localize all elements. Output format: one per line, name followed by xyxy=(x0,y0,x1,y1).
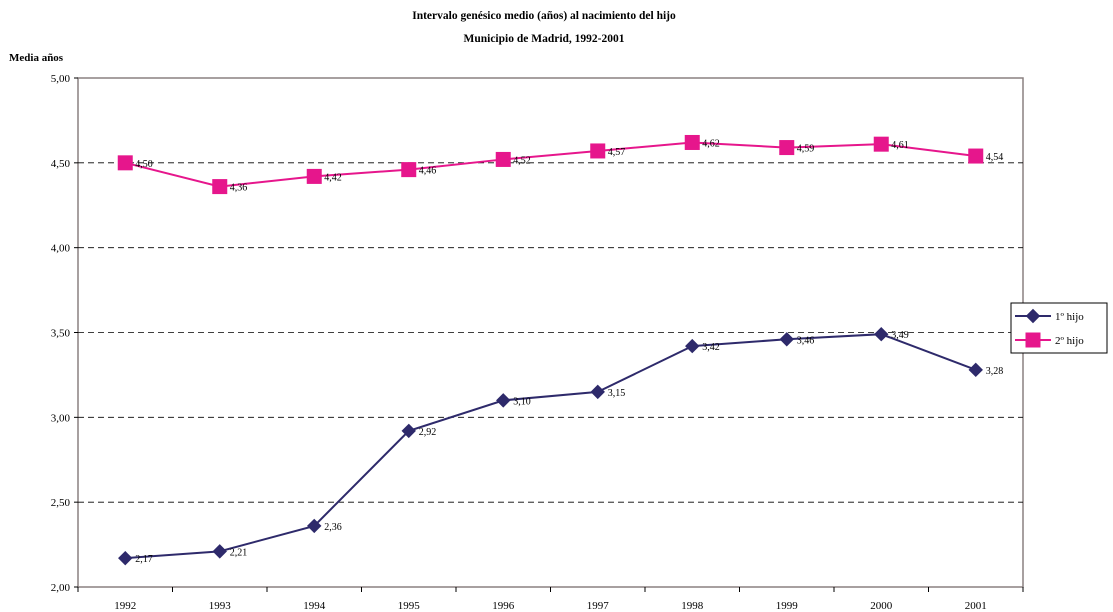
data-label: 4,52 xyxy=(513,155,531,166)
data-label: 4,57 xyxy=(608,147,626,158)
data-point xyxy=(590,384,605,400)
data-point xyxy=(401,162,417,178)
y-axis-label: Media años xyxy=(9,52,64,64)
x-tick-label: 1996 xyxy=(492,600,515,612)
data-label: 4,42 xyxy=(324,172,342,183)
data-label: 3,15 xyxy=(608,388,626,399)
data-point xyxy=(117,155,133,171)
legend-marker xyxy=(1025,308,1041,324)
data-label: 4,59 xyxy=(797,144,815,155)
data-point xyxy=(779,332,794,347)
legend-label: 2º hijo xyxy=(1055,335,1084,347)
data-point xyxy=(779,140,795,156)
data-point xyxy=(118,550,133,566)
data-label: 4,54 xyxy=(986,152,1004,163)
data-point xyxy=(401,423,416,439)
x-tick-label: 1992 xyxy=(114,600,136,612)
x-tick-label: 2001 xyxy=(965,600,987,612)
x-tick-label: 1995 xyxy=(398,600,421,612)
data-label: 4,61 xyxy=(891,140,909,151)
data-label: 2,92 xyxy=(419,427,437,438)
data-point xyxy=(685,338,700,354)
x-tick-label: 1999 xyxy=(776,600,799,612)
data-label: 3,46 xyxy=(797,335,815,346)
data-label: 3,49 xyxy=(891,330,909,341)
y-tick-label: 4,00 xyxy=(51,243,71,255)
chart-title: Intervalo genésico medio (años) al nacim… xyxy=(412,10,676,22)
data-point xyxy=(496,393,511,408)
x-tick-label: 1993 xyxy=(209,600,232,612)
data-point xyxy=(873,136,889,152)
data-point xyxy=(495,151,511,167)
y-tick-label: 3,00 xyxy=(51,412,71,424)
grid-lines xyxy=(78,162,1023,503)
x-tick-label: 1998 xyxy=(681,600,704,612)
data-label: 3,10 xyxy=(513,396,531,407)
y-tick-label: 2,50 xyxy=(51,497,71,509)
data-point xyxy=(306,168,322,184)
data-point xyxy=(307,518,322,534)
data-point xyxy=(874,326,889,342)
y-axis-ticks: 2,00 2,50 3,00 3,50 4,00 4,50 5,00 xyxy=(51,73,78,594)
y-tick-label: 5,00 xyxy=(51,73,71,85)
series-2: 4,50 4,36 4,42 4,46 4,52 4,57 4,62 4,59 4,61 4,54 xyxy=(117,134,1004,195)
x-axis-ticks: 1992 1993 1994 1995 1996 1997 1998 1999 2000 2001 xyxy=(77,587,1024,612)
chart-subtitle: Municipio de Madrid, 1992-2001 xyxy=(463,33,624,45)
data-point xyxy=(212,544,227,559)
series-line xyxy=(125,141,976,188)
data-point xyxy=(968,148,984,164)
data-label: 4,50 xyxy=(135,159,153,170)
data-label: 3,28 xyxy=(986,366,1004,377)
legend-label: 1º hijo xyxy=(1055,311,1084,323)
legend-marker xyxy=(1025,332,1041,348)
x-tick-label: 1997 xyxy=(587,600,610,612)
series-1: 2,17 2,21 2,36 2,92 3,10 3,15 3,42 3,46 3,49 3,28 xyxy=(118,326,1004,566)
data-label: 2,36 xyxy=(324,522,342,533)
legend-item-1: 1º hijo xyxy=(1015,308,1084,324)
y-tick-label: 2,00 xyxy=(51,582,71,594)
data-label: 3,42 xyxy=(702,342,720,353)
data-label: 4,36 xyxy=(230,183,248,194)
series-line xyxy=(125,333,977,560)
data-point xyxy=(684,134,700,150)
data-label: 4,46 xyxy=(419,166,437,177)
data-point xyxy=(212,179,228,195)
x-tick-label: 1994 xyxy=(303,600,326,612)
x-tick-label: 2000 xyxy=(870,600,893,612)
data-point xyxy=(968,362,983,378)
legend-items: 1º hijo 2º hijo xyxy=(1015,308,1084,348)
series-layer: 2,17 2,21 2,36 2,92 3,10 3,15 3,42 3,46 3,49 3,28… xyxy=(117,134,1004,566)
data-label: 2,21 xyxy=(230,547,248,558)
data-label: 4,62 xyxy=(702,138,720,149)
y-tick-label: 3,50 xyxy=(51,328,71,340)
legend[interactable]: 1º hijo 2º hijo xyxy=(1010,302,1108,354)
data-label: 2,17 xyxy=(135,554,153,565)
data-point xyxy=(590,143,606,159)
legend-item-2: 2º hijo xyxy=(1015,332,1084,348)
y-tick-label: 4,50 xyxy=(51,158,71,170)
